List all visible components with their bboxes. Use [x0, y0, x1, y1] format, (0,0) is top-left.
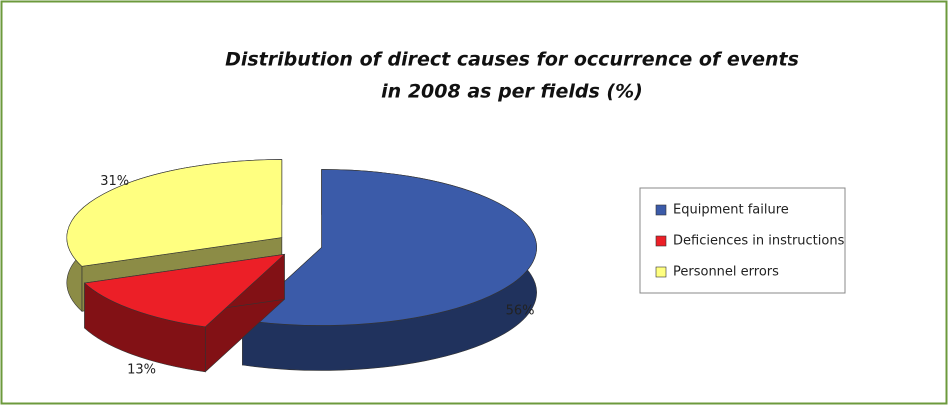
legend-swatch: [655, 235, 667, 247]
chart-title: in 2008 as per fields (%): [381, 81, 643, 103]
legend-box: [639, 187, 846, 294]
data-label: 31%: [100, 174, 129, 189]
chart-title: Distribution of direct causes for occurr…: [225, 49, 799, 71]
legend-label: Personnel errors: [673, 265, 779, 280]
data-label: 13%: [127, 363, 156, 378]
slice: [241, 169, 537, 326]
legend-label: Deficiences in instructions: [673, 234, 845, 249]
slice: [83, 253, 286, 328]
data-label: 56%: [506, 304, 535, 319]
legend-swatch: [655, 204, 667, 216]
slice: [66, 159, 283, 267]
legend-swatch: [655, 266, 667, 278]
legend-label: Equipment failure: [673, 203, 789, 218]
